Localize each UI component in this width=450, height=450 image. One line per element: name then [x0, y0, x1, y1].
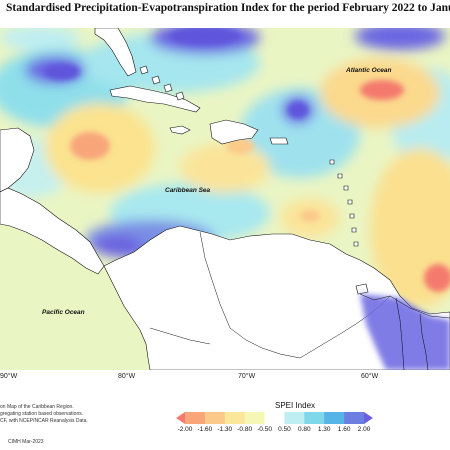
legend-title: SPEI Index: [275, 401, 316, 410]
cuba-land: [109, 85, 201, 113]
legend-swatch: [304, 412, 325, 424]
source-note-line-2: gregating station based observations.: [0, 411, 84, 417]
puerto-rico-land: [269, 137, 289, 145]
legend-swatch: [324, 412, 345, 424]
florida-land: [94, 28, 137, 77]
legend-swatch: [204, 412, 226, 424]
legend-tick-label: -2.00: [177, 426, 193, 433]
map-title: Standardised Precipitation-Evapotranspir…: [6, 2, 450, 14]
hispaniola-land: [209, 119, 259, 145]
jamaica-land: [169, 125, 191, 135]
guiana-wet-zone: [360, 294, 450, 370]
legend-swatch: [284, 412, 305, 424]
legend-swatch: [344, 412, 365, 424]
lesser-antilles-land: [329, 159, 359, 247]
credit-text: CIMH Mar-2023: [8, 439, 44, 445]
ecuador-border: [149, 327, 211, 345]
label-caribbean-sea: Caribbean Sea: [165, 187, 211, 194]
legend-swatch: [244, 412, 265, 424]
guiana-borders: [359, 293, 450, 370]
legend-tick-label: -1.60: [197, 426, 213, 433]
lon-label-70w: 70°W: [238, 373, 256, 380]
legend-swatch: [185, 412, 206, 424]
colombia-venezuela-border: [199, 231, 301, 359]
spei-map: Atlantic Ocean Caribbean Sea Pacific Oce…: [0, 28, 450, 370]
legend-tick-label: 2.00: [357, 426, 371, 433]
source-note-line-3: CF, with NCEP/NCAR Reanalysis Data.: [0, 418, 88, 424]
lon-label-60w: 60°W: [361, 373, 379, 380]
legend-tick-label: -1.30: [217, 426, 233, 433]
legend-tick-label: 0.80: [298, 426, 311, 433]
spei-hotspots: [44, 28, 450, 292]
legend-tick-label: 1.60: [337, 426, 351, 433]
legend-colorbar: [176, 412, 373, 424]
lon-label-90w: 90°W: [0, 373, 18, 380]
land-masses: [0, 28, 450, 370]
bahamas-land: [139, 65, 185, 101]
trinidad-land: [355, 283, 369, 295]
south-america-land: [103, 225, 450, 370]
lon-label-80w: 80°W: [118, 373, 136, 380]
source-note-line-1: on Map of the Caribbean Region.: [0, 404, 74, 410]
legend-swatch: [264, 412, 285, 424]
legend-tick-label: 0.50: [278, 426, 291, 433]
legend-swatch-max: [364, 412, 373, 424]
legend-tick-label: -0.50: [257, 426, 272, 433]
legend-tick-label: -0.80: [237, 426, 253, 433]
legend-swatch-min: [176, 412, 185, 424]
label-atlantic-ocean: Atlantic Ocean: [345, 67, 392, 74]
legend-tick-label: 1.30: [317, 426, 331, 433]
label-pacific-ocean: Pacific Ocean: [42, 309, 85, 316]
legend-swatch: [224, 412, 245, 424]
central-america-land: [0, 187, 105, 275]
